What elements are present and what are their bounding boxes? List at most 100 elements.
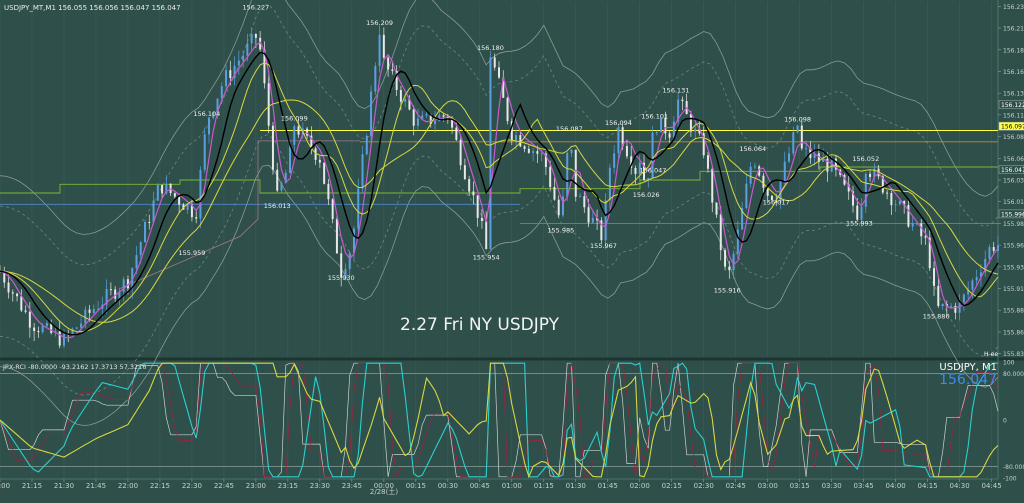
time-tick-label: 01:15 (534, 482, 554, 490)
candle-body (33, 327, 36, 332)
price-tick-label: 155.960 (1003, 243, 1024, 250)
band-line (0, 0, 999, 235)
candle-body (207, 117, 210, 135)
time-tick-label: 04:15 (918, 482, 938, 490)
candle-body (75, 327, 78, 329)
candle-body (886, 192, 889, 194)
candle-body (152, 200, 155, 223)
candle-body (766, 187, 769, 196)
candle-body (992, 247, 995, 251)
candle-body (195, 217, 198, 219)
price-axis[interactable]: 156.235 156.210 156.185 156.160 156.135 156.1… (998, 4, 1024, 358)
candle-body (749, 166, 752, 184)
price-marker-box (998, 121, 1024, 131)
time-axis[interactable]: 21:00 21:15 21:30 21:45 22:00 22:15 22:30 22:45… (0, 479, 1002, 490)
time-tick-label: 03:30 (822, 482, 842, 490)
candle-body (50, 322, 53, 333)
candle-body (762, 175, 765, 188)
candle-body (724, 250, 727, 267)
candle-body (80, 323, 83, 328)
price-tick-label: 156.010 (1003, 199, 1024, 206)
extreme-price-label: 155.967 (590, 242, 617, 250)
candle-body (455, 127, 458, 140)
price-annotations: 155.959 156.104 156.227 156.013 156.099 155.9… (178, 3, 949, 320)
candle-body (587, 207, 590, 223)
ma-slow-line (0, 51, 999, 336)
symbol-label: USDJPY, M1 (939, 362, 997, 373)
candle-body (869, 173, 872, 178)
candle-body (715, 202, 718, 215)
candle-body (515, 135, 518, 140)
date-label: 2/28(土) (370, 487, 398, 496)
time-tick-label: 00:00 (374, 482, 394, 490)
candle-body (105, 289, 108, 305)
price-tick-label: 155.935 (1003, 264, 1024, 271)
candle-body (374, 66, 377, 92)
candle-body (199, 169, 202, 219)
candle-body (971, 280, 974, 290)
extreme-price-label: 155.993 (846, 219, 873, 227)
time-tick-label: 22:30 (182, 482, 202, 490)
extreme-price-label: 155.985 (547, 226, 574, 234)
candle-body (634, 167, 637, 174)
rci-tick-label: 80.0000 (1003, 371, 1024, 378)
candle-body (608, 167, 611, 201)
candle-body (732, 253, 735, 271)
extreme-price-label: 156.052 (852, 155, 879, 163)
candle-body (361, 154, 364, 189)
candle-body (404, 99, 407, 102)
candle-body (860, 206, 863, 220)
band-line (0, 164, 999, 426)
candle-body (796, 125, 799, 133)
rci-tick-label: -80.0000 (1003, 464, 1024, 471)
price-tick-label: 155.885 (1003, 308, 1024, 315)
candle-body (395, 70, 398, 90)
time-tick-label: 03:00 (758, 482, 778, 490)
candle-body (928, 237, 931, 269)
bid-price-label: 156.047 (939, 372, 997, 388)
candle-body (498, 67, 500, 78)
candle-body (933, 268, 936, 286)
extreme-price-label: 156.017 (763, 199, 790, 207)
candle-body (570, 149, 573, 154)
candle-body (480, 217, 483, 221)
candle-body (259, 37, 262, 50)
price-tick-label: 155.910 (1003, 286, 1024, 293)
candle-body (220, 86, 223, 99)
extreme-price-label: 155.916 (714, 286, 741, 294)
candle-body (625, 146, 628, 157)
price-tick-label: 156.085 (1003, 134, 1024, 141)
candle-body (139, 242, 142, 256)
candle-body (561, 196, 564, 216)
price-tick-label: 155.860 (1003, 329, 1024, 336)
candle-body (118, 291, 121, 299)
candle-body (523, 146, 526, 149)
candle-body (979, 272, 982, 278)
candle-body (834, 158, 837, 170)
rci-short-line (0, 362, 999, 478)
time-tick-label: 21:45 (86, 482, 106, 490)
candle-body (382, 34, 385, 58)
candle-body (84, 309, 87, 324)
candle-body (702, 133, 705, 156)
candle-body (485, 220, 488, 250)
candle-body (365, 135, 368, 155)
candle-body (489, 57, 492, 250)
candle-body (566, 153, 569, 197)
candle-body (451, 118, 454, 128)
candle-body (468, 179, 471, 192)
candle-body (323, 162, 326, 184)
extreme-price-label: 156.026 (633, 191, 660, 199)
candle-body (613, 153, 616, 168)
time-tick-label: 03:15 (790, 482, 810, 490)
candle-body (873, 168, 876, 178)
candle-body (813, 153, 816, 158)
candle-body (28, 311, 31, 328)
candle-body (165, 183, 168, 194)
candle-body (280, 183, 283, 191)
candle-body (881, 176, 884, 193)
candle-body (621, 127, 624, 147)
candle-body (788, 153, 791, 162)
price-marker-label: 156.097 (1001, 124, 1024, 131)
